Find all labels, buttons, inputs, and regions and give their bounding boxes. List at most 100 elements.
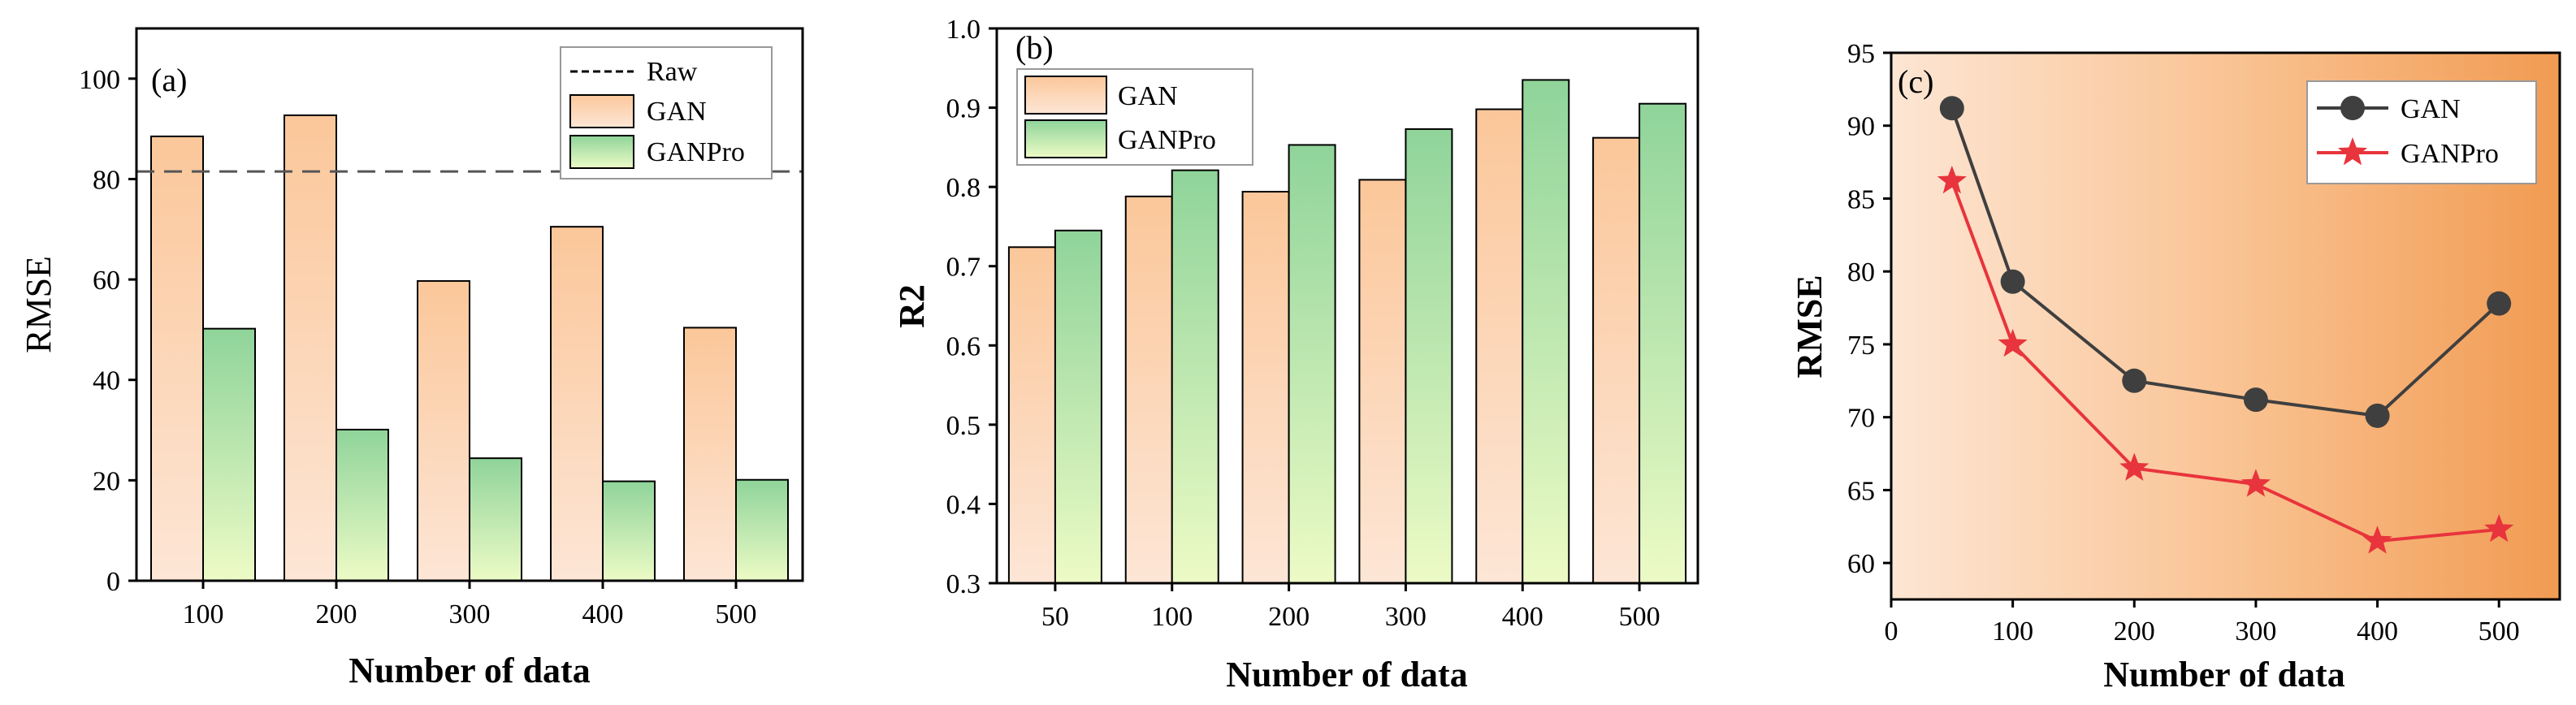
panel-a-x-axis: 100 200 300 400 500 <box>183 581 757 629</box>
bar-ganpro-300 <box>469 457 522 582</box>
legend-ganpro-swatch <box>569 135 634 169</box>
bar-gan-100 <box>1124 195 1173 584</box>
legend-ganpro-marker <box>2337 137 2368 166</box>
point-ganpro-50 <box>1937 165 1967 194</box>
legend-gan-swatch <box>1024 76 1107 115</box>
x-tick-label: 0 <box>1885 616 1898 647</box>
panel-b-legend: GAN GANPro <box>1016 68 1253 166</box>
y-tick-label: 60 <box>1847 549 1875 579</box>
y-tick-label: 95 <box>1847 39 1875 69</box>
point-gan-300 <box>2243 387 2268 413</box>
x-tick-label: 100 <box>183 599 224 629</box>
series-line-ganpro <box>1950 180 2500 543</box>
bar-gan-300 <box>417 279 470 582</box>
point-gan-200 <box>2122 368 2147 393</box>
x-tick-label: 200 <box>316 599 357 629</box>
bar-ganpro-100 <box>1171 169 1219 584</box>
x-tick-label: 500 <box>716 599 757 629</box>
bar-gan-50 <box>1007 246 1056 584</box>
panel-c-x-axis-label: Number of data <box>2103 655 2344 694</box>
bar-gan-500 <box>1592 136 1641 585</box>
bar-ganpro-300 <box>1405 128 1453 584</box>
legend-ganpro-label: GANPro <box>647 137 745 167</box>
x-tick-label: 100 <box>1992 616 2033 647</box>
bar-ganpro-50 <box>1054 229 1102 584</box>
bar-gan-300 <box>1358 179 1407 585</box>
x-tick-label: 200 <box>1268 602 1310 632</box>
y-tick-label: 0.7 <box>946 253 981 283</box>
legend-gan-label: GAN <box>647 97 707 127</box>
bar-gan-200 <box>1241 190 1290 585</box>
y-tick-label: 80 <box>93 165 120 195</box>
legend-raw-label: Raw <box>647 57 698 87</box>
panel-c-series <box>1937 96 2514 554</box>
panel-b-plot-frame <box>995 27 1699 585</box>
legend-gan-label: GAN <box>2401 94 2461 124</box>
y-tick-label: 0.5 <box>946 411 981 441</box>
y-tick-label: 0 <box>106 567 120 597</box>
legend-gan-marker <box>2340 96 2365 120</box>
y-tick-label: 0.9 <box>946 94 981 124</box>
x-tick-label: 300 <box>2235 616 2276 647</box>
panel-b-y-axis-label: R2 <box>892 284 932 328</box>
panel-c-rmse-line-chart: 60 65 70 75 80 85 90 95 0 100 200 300 400 500 (c) Nu… <box>1790 39 2561 694</box>
panel-b-x-axis: 50 100 200 300 400 500 <box>1041 583 1660 632</box>
legend-ganpro-swatch <box>1024 119 1107 158</box>
y-tick-label: 20 <box>93 466 120 496</box>
x-tick-label: 50 <box>1041 602 1069 632</box>
panel-c-label: (c) <box>1898 63 1933 100</box>
point-ganpro-500 <box>2484 513 2514 543</box>
legend-gan-label: GAN <box>1118 81 1178 111</box>
bar-gan-200 <box>284 114 337 582</box>
point-gan-500 <box>2487 291 2512 316</box>
y-tick-label: 90 <box>1847 112 1875 142</box>
point-gan-100 <box>2000 269 2025 294</box>
panel-c-y-axis-label: RMSE <box>1790 275 1829 378</box>
y-tick-label: 1.0 <box>946 15 981 45</box>
panel-c-y-axis: 60 65 70 75 80 85 90 95 <box>1847 39 1891 579</box>
legend-gan-swatch <box>569 94 634 128</box>
bar-gan-400 <box>1475 108 1524 585</box>
panel-a-y-axis-label: RMSE <box>19 256 58 353</box>
panel-c-x-axis: 0 100 200 300 400 500 <box>1885 599 2520 647</box>
panel-a-legend: Raw GAN GANPro <box>560 46 773 179</box>
point-ganpro-300 <box>2240 469 2271 497</box>
y-tick-label: 85 <box>1847 184 1875 214</box>
panel-a-rmse-bar-chart: 0 20 40 60 80 100 100 200 300 400 500 (a) Number … <box>19 27 804 690</box>
bar-ganpro-400 <box>602 480 656 582</box>
legend-ganpro-label: GANPro <box>1118 125 1216 155</box>
y-tick-label: 75 <box>1847 331 1875 361</box>
point-ganpro-400 <box>2362 526 2392 554</box>
x-tick-label: 500 <box>2479 616 2520 647</box>
y-tick-label: 70 <box>1847 404 1875 434</box>
panel-a-bars <box>150 114 789 582</box>
bar-gan-100 <box>150 135 204 582</box>
x-tick-label: 500 <box>1619 602 1660 632</box>
bar-ganpro-500 <box>1639 102 1687 584</box>
bar-ganpro-500 <box>735 478 789 582</box>
x-tick-label: 200 <box>2114 616 2155 647</box>
legend-ganpro-label: GANPro <box>2401 139 2499 169</box>
bar-ganpro-100 <box>202 327 256 582</box>
bar-gan-500 <box>683 327 737 582</box>
panel-b-bars <box>1007 79 1687 585</box>
panel-b-r2-bar-chart: 0.30.40.50.60.70.80.91.0 50 100 200 300 400 5… <box>892 15 1699 694</box>
x-tick-label: 400 <box>1502 602 1543 632</box>
x-tick-label: 400 <box>2357 616 2398 647</box>
panel-c-plot-frame <box>1890 51 2561 601</box>
point-ganpro-200 <box>2119 452 2150 481</box>
bar-gan-400 <box>550 226 604 582</box>
panel-b-label: (b) <box>1015 29 1054 66</box>
y-tick-label: 0.8 <box>946 173 981 203</box>
bar-ganpro-200 <box>336 428 389 582</box>
y-tick-label: 100 <box>79 65 120 95</box>
panel-a-y-axis: 0 20 40 60 80 100 <box>79 65 136 597</box>
y-tick-label: 0.3 <box>946 569 981 599</box>
panel-a-label: (a) <box>151 62 187 98</box>
y-tick-label: 65 <box>1847 476 1875 506</box>
y-tick-label: 0.4 <box>946 490 981 520</box>
y-tick-label: 80 <box>1847 257 1875 288</box>
x-tick-label: 100 <box>1151 602 1193 632</box>
bar-ganpro-400 <box>1522 79 1570 584</box>
